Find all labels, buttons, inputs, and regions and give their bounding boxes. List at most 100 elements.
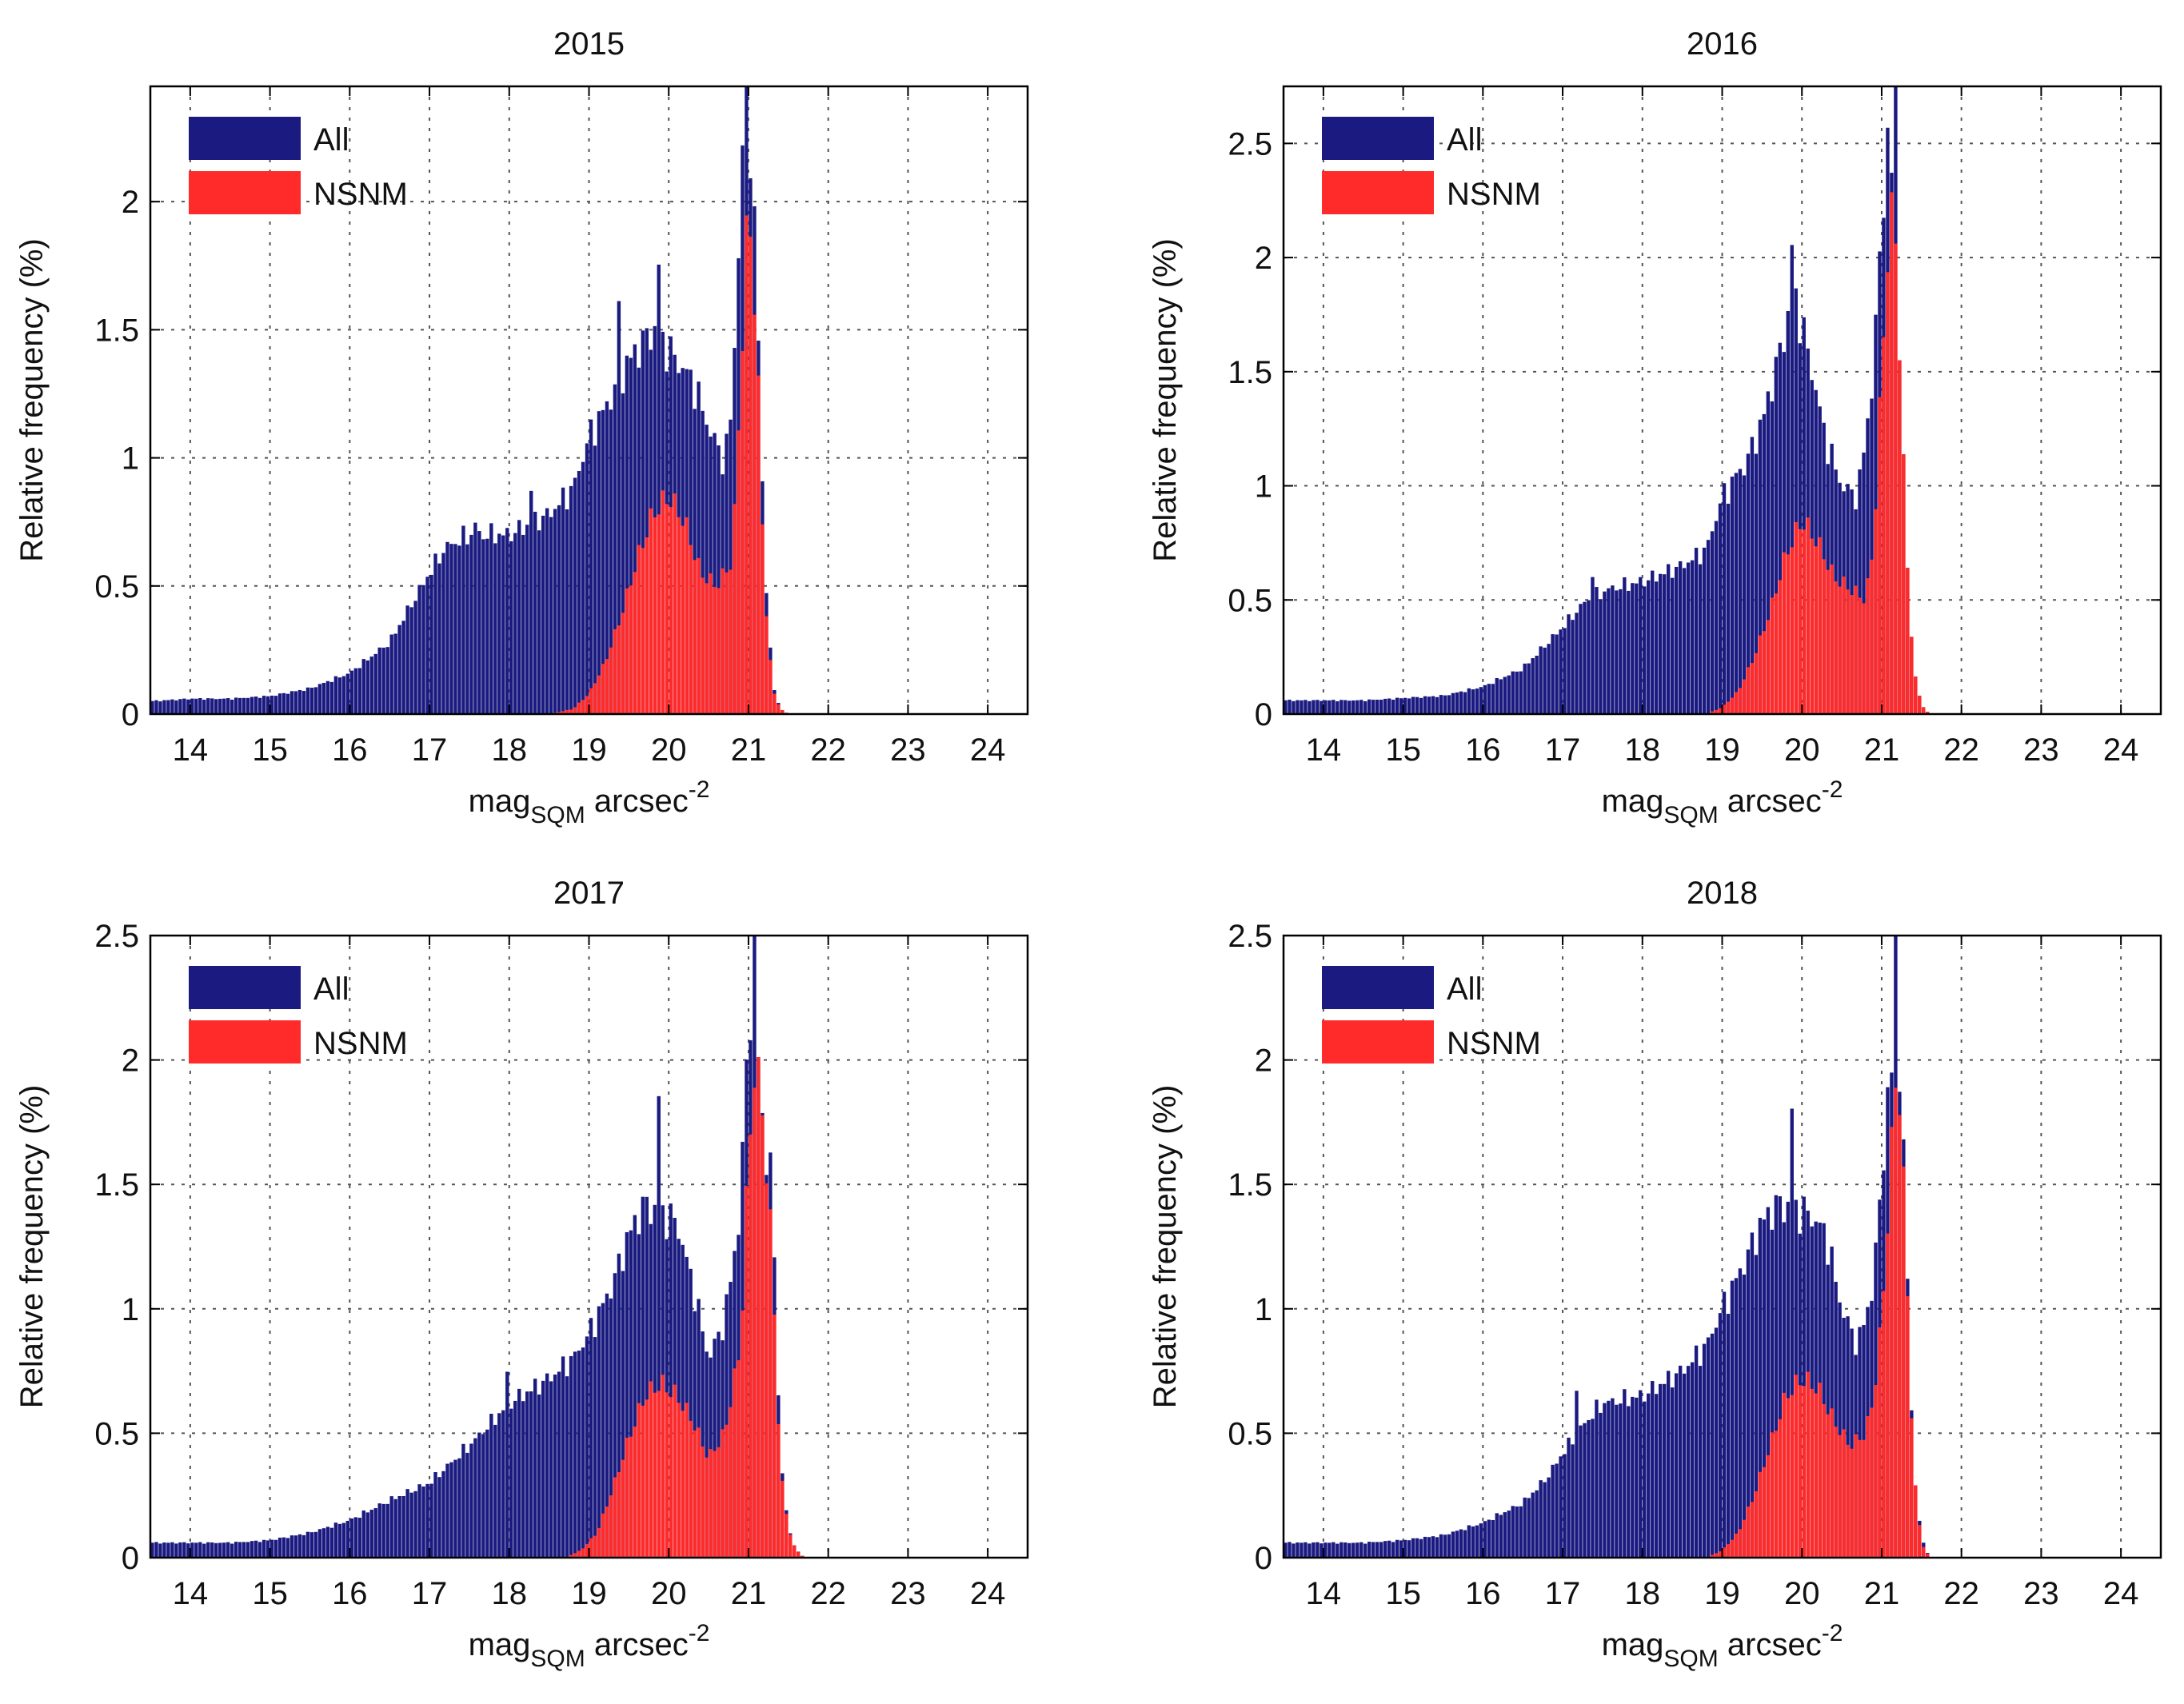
bar-all (1563, 1454, 1567, 1558)
bar-nsnm (593, 1535, 597, 1558)
bar-all (154, 1542, 158, 1558)
y-tick-label: 2 (1255, 241, 1272, 276)
bar-nsnm (1782, 1392, 1786, 1558)
bar-nsnm (1882, 337, 1886, 714)
bar-nsnm (757, 1057, 761, 1558)
bar-all (1336, 1543, 1340, 1558)
bar-all (1718, 503, 1723, 714)
bar-all (369, 656, 373, 714)
x-tick-label: 16 (332, 732, 368, 768)
bar-nsnm (1926, 712, 1930, 714)
bar-nsnm (1846, 1444, 1850, 1558)
bar-all (285, 693, 290, 714)
bar-nsnm (569, 1554, 573, 1558)
bar-all (1407, 698, 1411, 714)
x-axis-label: magSQM arcsec-2 (1602, 1620, 1843, 1672)
x-tick-label: 22 (810, 732, 846, 768)
bar-all (1312, 1542, 1316, 1558)
bar-all (625, 355, 629, 714)
bar-all (222, 698, 226, 714)
y-tick-label: 1 (1255, 1292, 1272, 1327)
bar-nsnm (581, 1548, 585, 1558)
bar-nsnm (1710, 1554, 1715, 1558)
bar-nsnm (669, 507, 673, 714)
legend: All NSNM (189, 117, 408, 214)
bar-nsnm (729, 1407, 733, 1558)
x-tick-label: 17 (412, 732, 448, 768)
x-axis-label: magSQM arcsec-2 (1602, 776, 1843, 828)
legend-swatch-all (1322, 966, 1434, 1009)
bar-all (541, 515, 545, 714)
bar-nsnm (1926, 1554, 1930, 1558)
bar-all (1487, 1519, 1491, 1558)
bar-all (1607, 1400, 1611, 1558)
bar-all (170, 699, 174, 714)
bar-nsnm (777, 1424, 781, 1558)
bar-all (525, 525, 529, 714)
bar-all (166, 700, 170, 714)
bar-all (389, 634, 393, 714)
bar-all (1798, 343, 1802, 714)
bar-all (289, 691, 294, 714)
bar-all (1635, 583, 1639, 714)
bar-all (373, 653, 377, 714)
x-tick-label: 15 (252, 732, 288, 768)
bar-all (1523, 1497, 1527, 1558)
bar-all (669, 1203, 673, 1558)
bar-nsnm (661, 490, 665, 714)
bar-all (337, 1523, 342, 1558)
x-axis-label-sub: SQM (1663, 1646, 1718, 1672)
bar-all (1431, 1536, 1435, 1558)
bar-all (653, 1204, 657, 1558)
bar-nsnm (1818, 537, 1822, 714)
bar-all (405, 1489, 409, 1558)
bar-nsnm (1722, 1547, 1727, 1558)
bar-nsnm (725, 1424, 729, 1558)
bar-nsnm (1786, 1398, 1790, 1558)
bar-all (1587, 600, 1591, 714)
bar-all (178, 1542, 182, 1558)
bar-nsnm (669, 1397, 673, 1558)
bar-all (1340, 1542, 1344, 1558)
bar-nsnm (1762, 1467, 1767, 1558)
y-tick-label: 0 (1255, 1541, 1272, 1576)
bar-all (1356, 1542, 1360, 1558)
x-axis-label-main: mag (469, 1627, 531, 1662)
x-tick-label: 24 (2103, 1576, 2139, 1611)
bar-all (1383, 1541, 1387, 1558)
bar-all (321, 1528, 326, 1558)
bar-all (1666, 564, 1671, 714)
bar-all (1762, 1219, 1767, 1558)
bar-all (222, 1542, 226, 1558)
bar-all (621, 393, 625, 714)
bar-nsnm (793, 1545, 797, 1558)
bar-all (1364, 700, 1367, 714)
bar-all (174, 1543, 178, 1558)
bar-all (1507, 675, 1511, 714)
bar-nsnm (613, 629, 617, 714)
x-tick-label: 16 (1465, 1576, 1501, 1611)
bar-all (1738, 469, 1743, 714)
x-tick-label: 23 (890, 1576, 926, 1611)
x-axis-label-sub: SQM (530, 1646, 585, 1672)
bar-all (293, 691, 298, 714)
bar-all (1364, 1543, 1367, 1558)
bar-all (1858, 469, 1862, 714)
bar-all (1746, 1249, 1751, 1558)
bar-nsnm (1750, 1502, 1755, 1558)
bar-all (1423, 696, 1427, 714)
bar-all (1655, 581, 1659, 714)
bar-all (1479, 687, 1483, 714)
bar-nsnm (685, 1403, 689, 1558)
y-axis-label: Relative frequency (%) (14, 1085, 50, 1409)
bar-all (210, 698, 214, 714)
bar-all (1615, 1404, 1619, 1558)
bar-nsnm (577, 702, 581, 714)
bar-all (1714, 1327, 1719, 1558)
bar-all (1639, 1390, 1643, 1558)
bar-nsnm (557, 712, 561, 714)
bar-all (1587, 1419, 1591, 1558)
bar-nsnm (609, 1495, 613, 1558)
bar-all (1674, 1373, 1679, 1558)
bar-nsnm (745, 215, 749, 715)
